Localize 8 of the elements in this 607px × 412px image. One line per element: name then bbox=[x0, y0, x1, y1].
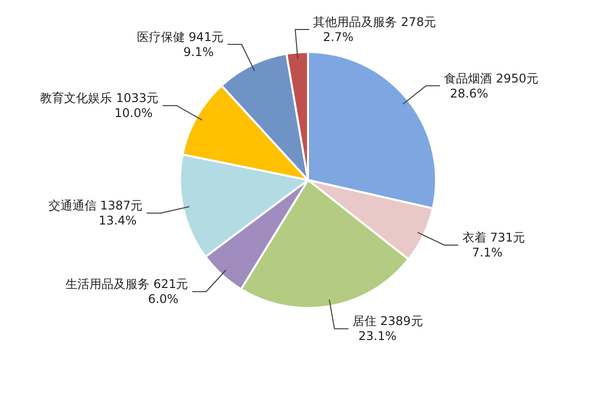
slice-label: 其他用品及服务 278元 2.7% bbox=[313, 15, 436, 44]
slice-label: 医疗保健 941元 9.1% bbox=[136, 30, 224, 59]
slice-label: 居住 2389元 23.1% bbox=[352, 314, 423, 344]
slice-label: 衣着 731元 7.1% bbox=[462, 230, 525, 260]
slice-label: 生活用品及服务 621元 6.0% bbox=[66, 277, 188, 306]
slice-label: 教育文化娱乐 1033元 10.0% bbox=[40, 91, 159, 120]
slice-label: 食品烟酒 2950元 28.6% bbox=[444, 71, 538, 100]
slice-label: 交通通信 1387元 13.4% bbox=[48, 198, 143, 228]
